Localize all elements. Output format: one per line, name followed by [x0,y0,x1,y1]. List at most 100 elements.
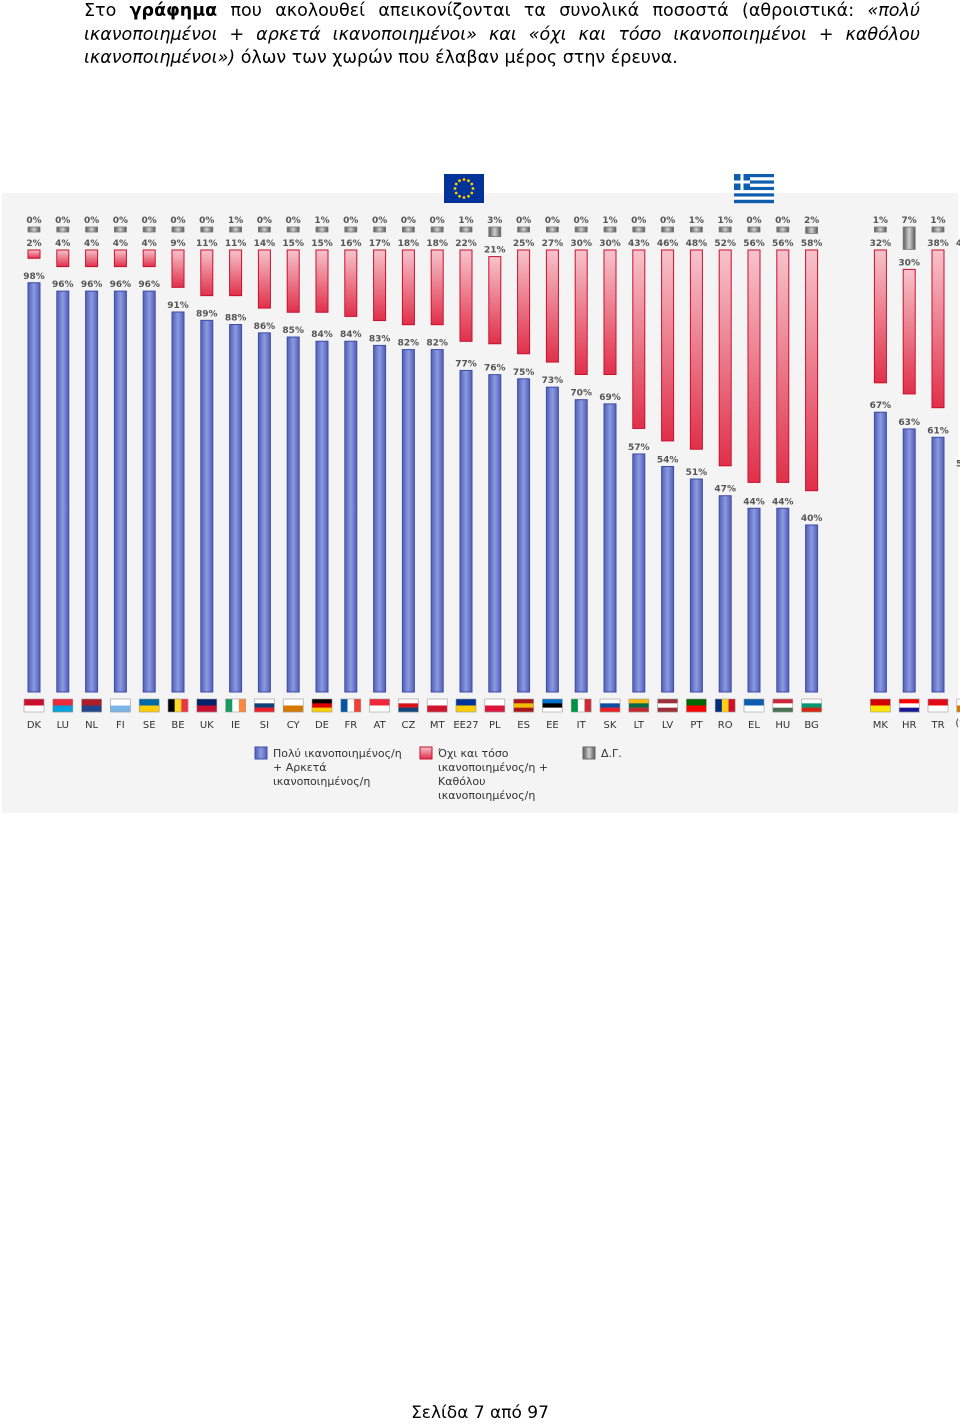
bar-group-lt: 0% 43% 57% LT [628,216,650,731]
category-label: LV [662,720,673,731]
dissatisfied-label: 56% [743,239,765,249]
dk-bar [171,226,185,233]
dissatisfied-label: 38% [927,239,949,249]
chart-svg: 0% 2% 98% DK 0% 4% 96% LU 0% 4% 96% NL 0% 4% 96% FI 0% 4%… [2,174,960,813]
dk-label: 0% [26,216,41,226]
bar-group-de: 1% 15% 84% DE [311,216,333,731]
bar-group-ie: 1% 11% 88% IE [225,216,247,731]
satisfied-label: 96% [81,280,103,290]
dissatisfied-bar [873,249,887,384]
dk-label: 1% [458,216,473,226]
dissatisfied-bar [142,249,156,268]
category-label: NL [85,720,98,731]
dissatisfied-label: 15% [311,239,333,249]
satisfied-bar [142,290,156,693]
satisfied-bar [517,378,531,693]
dk-label: 0% [660,216,675,226]
dissatisfied-bar [373,249,387,322]
bar-group-tr: 1% 38% 61% TR [927,216,949,731]
dk-label: 0% [746,216,761,226]
dissatisfied-bar [574,249,588,375]
category-label: TR [930,720,944,731]
dissatisfied-bar [56,249,70,268]
dk-label: 1% [930,216,945,226]
bar-group-fi: 0% 4% 96% FI [110,216,132,731]
satisfied-bar [315,340,329,693]
dk-bar [690,226,703,233]
dk-bar [874,226,887,233]
category-label: PT [690,720,703,731]
bar-group-mt: 0% 18% 82% MT [426,216,448,731]
intro-italic-text: «πολύ ικανοποιημένοι + αρκετά ικανοποιημ… [84,1,920,68]
flag-icon [743,698,765,713]
satisfied-label: 98% [23,272,45,282]
dk-label: 1% [718,216,733,226]
satisfied-bar [257,332,271,693]
dk-label: 1% [228,216,243,226]
satisfied-bar [171,311,185,693]
dissatisfied-bar [747,249,761,483]
dissatisfied-label: 46% [956,239,960,249]
satisfied-label: 82% [398,339,420,349]
dk-label: 7% [902,216,917,226]
dissatisfied-label: 58% [801,239,823,249]
satisfaction-chart: 0% 2% 98% DK 0% 4% 96% LU 0% 4% 96% NL 0% 4% 96% FI 0% 4%… [0,165,960,815]
satisfied-label: 96% [110,280,132,290]
dk-bar [85,226,98,233]
dissatisfied-label: 52% [714,239,736,249]
dk-label: 0% [401,216,416,226]
category-label: LU [57,720,69,731]
category-label: BE [171,720,184,731]
category-label: FI [116,720,125,731]
dk-bar [114,226,127,233]
bar-group-uk: 0% 11% 89% UK [196,216,218,731]
bar-group-hu: 0% 56% 44% HU [772,216,794,731]
dk-label: 0% [372,216,387,226]
satisfied-label: 84% [340,330,362,340]
bar-group-mk: 1% 32% 67% MK [870,216,892,731]
dk-label: 0% [516,216,531,226]
flag-icon [311,698,333,713]
dissatisfied-bar [603,249,617,375]
bar-group-at: 0% 17% 83% AT [369,216,391,731]
flag-icon [23,698,45,713]
satisfied-bar [113,290,127,693]
intro-paragraph: Στο γράφημα που ακολουθεί απεικονίζονται… [84,0,920,71]
chart-bars: 0% 2% 98% DK 0% 4% 96% LU 0% 4% 96% NL 0% 4% 96% FI 0% 4%… [23,216,960,731]
dk-label: 1% [873,216,888,226]
satisfied-bar [27,282,41,693]
flag-icon [599,698,621,713]
dissatisfied-label: 18% [398,239,420,249]
category-label: EE27 [453,720,478,731]
dk-label: 1% [689,216,704,226]
intro-text-1: Στο [84,1,130,21]
bar-group-hr: 7% 30% 63% HR [898,216,920,731]
satisfied-bar [545,386,559,693]
satisfied-label: 84% [311,330,333,340]
dissatisfied-label: 30% [599,239,621,249]
dissatisfied-bar [257,249,271,309]
intro-text-2: που ακολουθεί απεικονίζονται τα συνολικά… [217,1,868,21]
bar-group-be: 0% 9% 91% BE [167,216,189,731]
flag-icon [340,698,362,713]
satisfied-bar [632,453,646,693]
dk-bar [257,226,271,233]
satisfied-bar [430,349,444,693]
satisfied-bar [603,403,617,693]
dk-bar [546,226,559,233]
flag-icon [398,698,419,713]
eu-flag-icon [444,174,484,203]
flag-icon [956,698,960,713]
dissatisfied-bar [902,268,916,395]
flag-icon [426,698,448,713]
category-label: MT [430,720,446,731]
dk-label: 0% [286,216,301,226]
satisfied-bar [56,290,70,693]
dk-bar [805,226,818,234]
dissatisfied-label: 30% [898,258,920,268]
bar-group-ee: 0% 27% 73% EE [542,216,564,731]
dissatisfied-bar [632,249,646,429]
dk-bar [56,226,70,233]
dk-label: 0% [199,216,214,226]
dissatisfied-bar [689,249,703,450]
